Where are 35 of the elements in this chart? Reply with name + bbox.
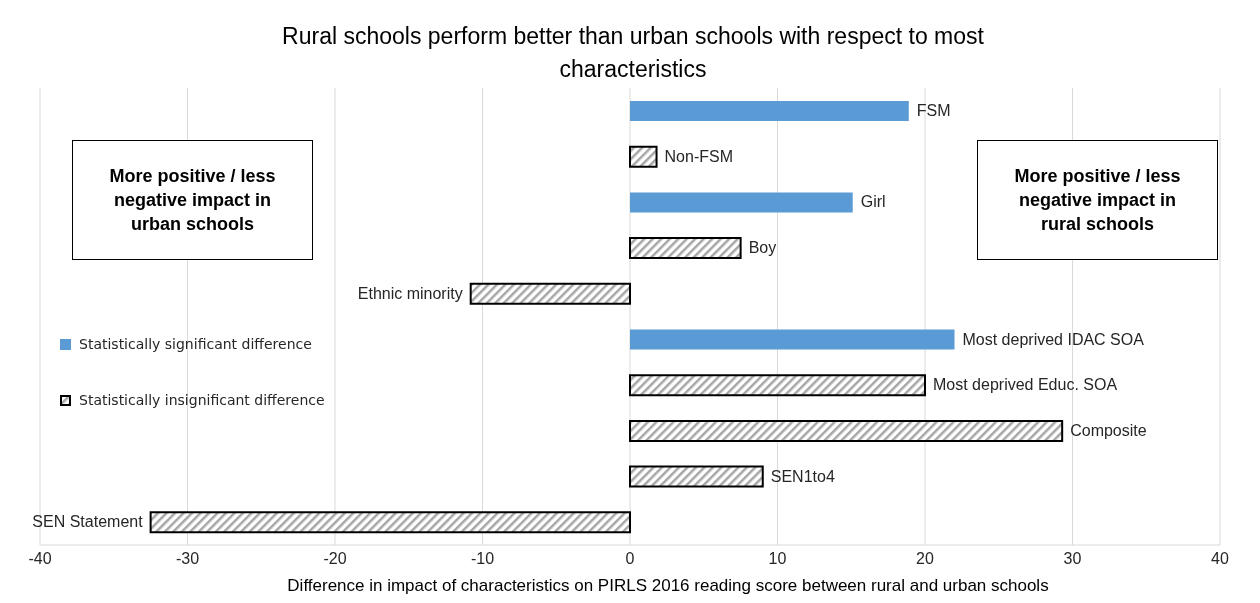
x-axis-title: Difference in impact of characteristics on PIRLS 2016 reading score between rural and urban schools xyxy=(286,576,1050,596)
x-tick-label: 30 xyxy=(1063,550,1082,568)
y-tick-label: Composite xyxy=(1070,421,1147,439)
y-tick-label: Most deprived Educ. SOA xyxy=(933,376,1118,394)
x-tick-label: -10 xyxy=(470,550,495,568)
y-tick-label: FSM xyxy=(916,102,951,119)
x-tick-label: 10 xyxy=(768,550,787,568)
text-box: More positive / less negative impact in urban schools xyxy=(72,140,313,260)
chart-title: Rural schools perform better than urban schools with respect to most characteristics xyxy=(281,22,985,84)
bar xyxy=(630,192,853,213)
legend-label: Statistically insignificant difference xyxy=(79,392,325,408)
legend-label: Statistically significant difference xyxy=(79,336,312,352)
bar xyxy=(149,511,631,534)
x-tick-label: -20 xyxy=(323,550,347,568)
x-tick-label: -40 xyxy=(28,550,52,568)
bar xyxy=(629,374,926,397)
y-tick-label: Ethnic minority xyxy=(357,284,463,302)
x-tick-label: 0 xyxy=(625,550,635,568)
bar xyxy=(469,282,631,305)
bar xyxy=(629,465,764,488)
bar xyxy=(629,419,1064,442)
bar xyxy=(630,101,909,121)
y-tick-label: Girl xyxy=(860,193,886,211)
bar xyxy=(630,329,955,350)
x-tick-label: -30 xyxy=(175,550,200,568)
x-tick-label: 40 xyxy=(1211,550,1229,568)
y-tick-label: SEN1to4 xyxy=(770,467,835,485)
y-tick-label: SEN Statement xyxy=(32,513,144,531)
x-tick-label: 20 xyxy=(916,550,934,568)
y-tick-label: Boy xyxy=(748,239,777,257)
bar xyxy=(629,145,658,168)
text-box: More positive / less negative impact in rural schools xyxy=(977,140,1218,260)
y-tick-label: Non-FSM xyxy=(664,147,733,165)
bar xyxy=(629,237,742,260)
y-tick-label: Most deprived IDAC SOA xyxy=(962,330,1145,348)
